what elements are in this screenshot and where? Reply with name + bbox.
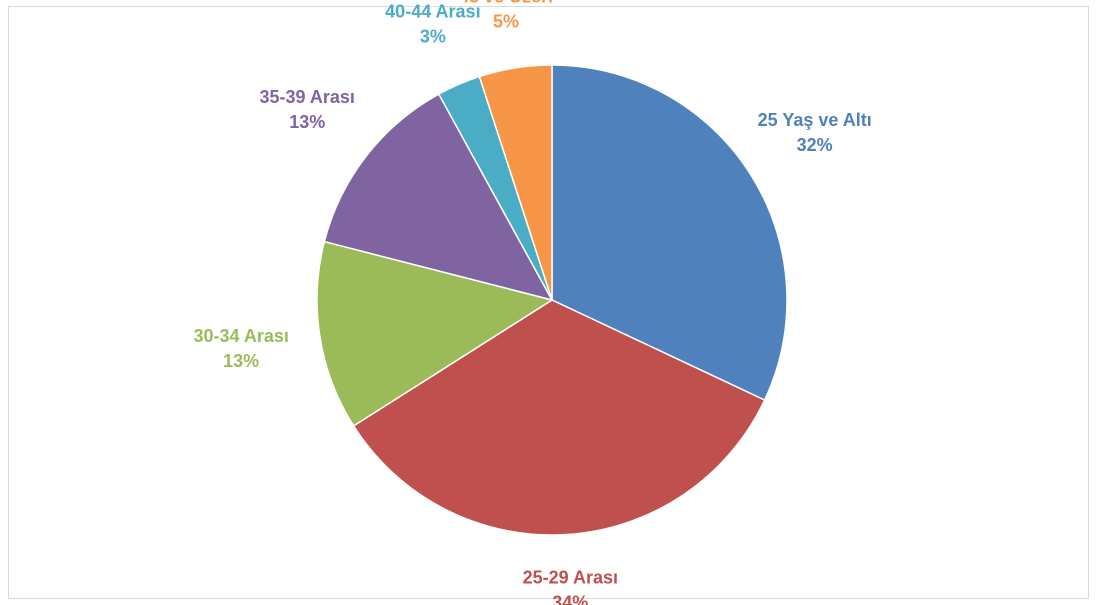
slice-value-label: 32% bbox=[797, 135, 833, 155]
slice-value-label: 3% bbox=[420, 26, 446, 46]
slice-value-label: 13% bbox=[223, 351, 259, 371]
slice-label: 40-44 Arası bbox=[385, 1, 480, 21]
slice-value-label: 5% bbox=[493, 11, 519, 31]
slice-label: 25-29 Arası bbox=[523, 568, 618, 588]
pie-slice bbox=[352, 299, 766, 536]
pie-slice bbox=[478, 64, 553, 301]
pie-slice bbox=[323, 93, 554, 302]
slice-value-label: 34% bbox=[552, 593, 588, 605]
slice-label: 25 Yaş ve Altı bbox=[758, 110, 872, 130]
slice-label: 45 ve Üzeri bbox=[459, 0, 553, 6]
slice-value-label: 13% bbox=[289, 112, 325, 132]
slice-label: 35-39 Arası bbox=[260, 87, 355, 107]
pie-slice bbox=[551, 64, 788, 402]
slice-label: 30-34 Arası bbox=[193, 326, 288, 346]
pie-slice bbox=[316, 240, 554, 427]
